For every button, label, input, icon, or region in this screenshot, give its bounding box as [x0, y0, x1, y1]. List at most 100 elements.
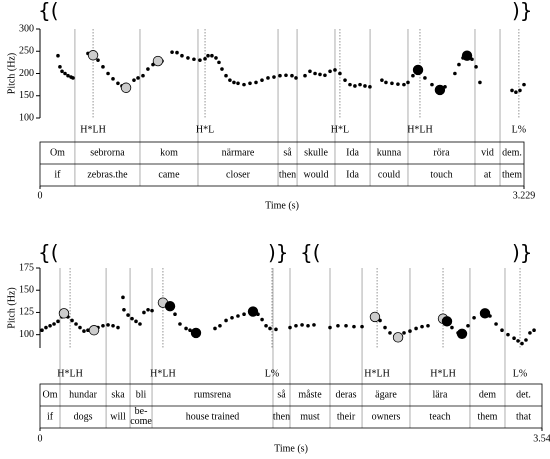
- brace: {(: [38, 241, 59, 265]
- pitch-point: [260, 317, 264, 322]
- pitch-marker: [392, 332, 404, 343]
- x-tick-label: 3.229: [513, 190, 536, 201]
- pitch-point: [132, 78, 136, 82]
- pitch-point: [56, 319, 60, 324]
- pitch-point: [300, 323, 304, 327]
- tone-label: H*LH: [430, 368, 456, 379]
- pitch-point: [228, 78, 232, 82]
- word-swedish: så: [277, 389, 286, 400]
- pitch-point: [217, 60, 221, 65]
- pitch-point: [264, 323, 268, 328]
- pitch-point: [224, 318, 228, 323]
- pitch-point: [284, 73, 288, 78]
- pitch-marker: [247, 306, 259, 317]
- word-english: them: [502, 169, 522, 180]
- word-swedish: rumsrena: [194, 389, 232, 400]
- x-tick-label: 3.54: [533, 433, 550, 444]
- word-swedish: kom: [160, 147, 178, 158]
- pitch-marker: [152, 55, 164, 67]
- y-tick-label: 200: [19, 68, 34, 79]
- pitch-point: [472, 315, 476, 320]
- y-tick-label: 250: [19, 46, 34, 57]
- pitch-point: [457, 62, 461, 67]
- word-english: then: [273, 411, 290, 422]
- y-tick-label: 150: [19, 90, 34, 101]
- pitch-point: [116, 325, 120, 330]
- pitch-point: [328, 69, 332, 74]
- pitch-point: [344, 323, 348, 328]
- pitch-point: [383, 325, 387, 330]
- pitch-point: [232, 80, 236, 85]
- word-english: zebras.the: [87, 169, 128, 180]
- pitch-point: [294, 323, 298, 328]
- y-tick-label: 100: [19, 112, 34, 123]
- pitch-point: [514, 90, 518, 94]
- word-english: teach: [429, 411, 450, 422]
- pitch-point: [141, 73, 145, 78]
- pitch-marker: [120, 82, 132, 93]
- pitch-point: [213, 326, 217, 331]
- pitch-point: [186, 56, 190, 60]
- x-axis-label: Time (s): [274, 443, 308, 454]
- word-swedish: bli: [136, 389, 147, 400]
- word-swedish: så: [283, 147, 292, 158]
- tone-label: H*LH: [364, 368, 390, 379]
- pitch-point: [352, 324, 356, 329]
- pitch-point: [518, 88, 522, 93]
- pitch-point: [358, 82, 362, 87]
- word-swedish: kunna: [377, 147, 402, 158]
- pitch-point: [188, 328, 192, 333]
- pitch-point: [220, 67, 224, 71]
- pitch-marker: [456, 328, 468, 339]
- pitch-point: [71, 76, 75, 80]
- pitch-point: [313, 71, 317, 76]
- word-swedish: sebrorna: [90, 147, 125, 158]
- pitch-point: [333, 68, 337, 72]
- pitch-marker: [441, 316, 453, 327]
- pitch-marker: [58, 308, 70, 319]
- brace: )}: [512, 241, 533, 265]
- pitch-point: [426, 323, 430, 328]
- pitch-point: [78, 325, 82, 330]
- word-swedish: ägare: [375, 389, 397, 400]
- pitch-point: [206, 53, 210, 58]
- pitch-point: [60, 69, 64, 74]
- pitch-point: [101, 323, 105, 328]
- pitch-point: [294, 76, 298, 80]
- pitch-point: [512, 336, 516, 341]
- pitch-point: [522, 82, 526, 87]
- pitch-point: [506, 332, 510, 337]
- brace: )}: [268, 241, 289, 265]
- pitch-point: [214, 56, 218, 60]
- pitch-point: [260, 78, 264, 82]
- word-english: would: [304, 169, 329, 180]
- pitch-point: [101, 65, 105, 69]
- word-english: will: [110, 411, 126, 422]
- pitch-point: [303, 73, 307, 78]
- pitch-point: [56, 53, 60, 58]
- pitch-point: [268, 326, 272, 331]
- pitch-point: [184, 326, 188, 331]
- pitch-point: [170, 50, 174, 54]
- pitch-point: [74, 322, 78, 326]
- pitch-point: [388, 331, 392, 335]
- x-tick-label: 0: [38, 190, 43, 201]
- pitch-point: [236, 314, 240, 318]
- word-swedish: närmare: [222, 147, 255, 158]
- pitch-point: [328, 325, 332, 330]
- tone-label: H*L: [196, 124, 214, 135]
- pitch-point: [52, 322, 56, 326]
- pitch-point: [248, 81, 252, 86]
- word-english: touch: [430, 169, 452, 180]
- tone-label: L%: [265, 368, 279, 379]
- pitch-point: [466, 323, 470, 328]
- pitch-point: [430, 82, 434, 87]
- pitch-point: [146, 307, 150, 312]
- y-tick-label: 125: [19, 307, 34, 318]
- pitch-point: [510, 88, 514, 93]
- pitch-point: [368, 85, 372, 89]
- word-english: could: [378, 169, 400, 180]
- pitch-point: [175, 50, 179, 55]
- pitch-point: [402, 82, 406, 87]
- word-swedish: deras: [335, 389, 356, 400]
